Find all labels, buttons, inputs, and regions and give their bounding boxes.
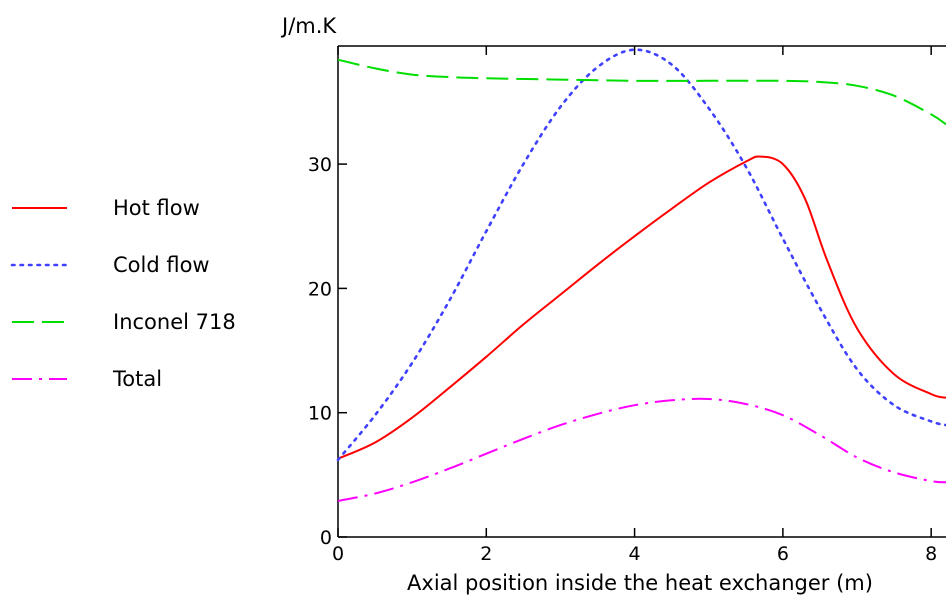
series-line-hot-flow <box>337 155 946 460</box>
series-line-cold-flow <box>336 48 946 462</box>
legend-label-inconel-718: Inconel 718 <box>113 310 236 334</box>
legend-label-cold-flow: Cold flow <box>113 253 210 277</box>
y-tick-label: 10 <box>308 403 332 425</box>
legend-label-total: Total <box>112 367 162 391</box>
y-tick-label: 30 <box>308 154 332 176</box>
y-axis-title: J/m.K <box>280 14 337 38</box>
x-axis-title: Axial position inside the heat exchanger… <box>407 571 873 595</box>
axis-ticks: 0 2 4 6 8 0 10 20 30 <box>308 46 937 565</box>
x-tick-label: 0 <box>332 543 344 565</box>
plot-frame <box>337 45 946 538</box>
y-tick-label: 0 <box>320 527 332 549</box>
x-tick-label: 6 <box>777 543 789 565</box>
series-line-total <box>337 397 946 502</box>
x-tick-label: 2 <box>480 543 492 565</box>
legend: Hot flow Cold flow Inconel 718 Total <box>10 196 236 391</box>
x-tick-label: 4 <box>629 543 641 565</box>
legend-label-hot-flow: Hot flow <box>113 196 200 220</box>
y-tick-label: 20 <box>308 278 332 300</box>
series-line-inconel-718 <box>337 58 946 126</box>
series-group <box>336 48 946 502</box>
x-tick-label: 8 <box>925 543 937 565</box>
